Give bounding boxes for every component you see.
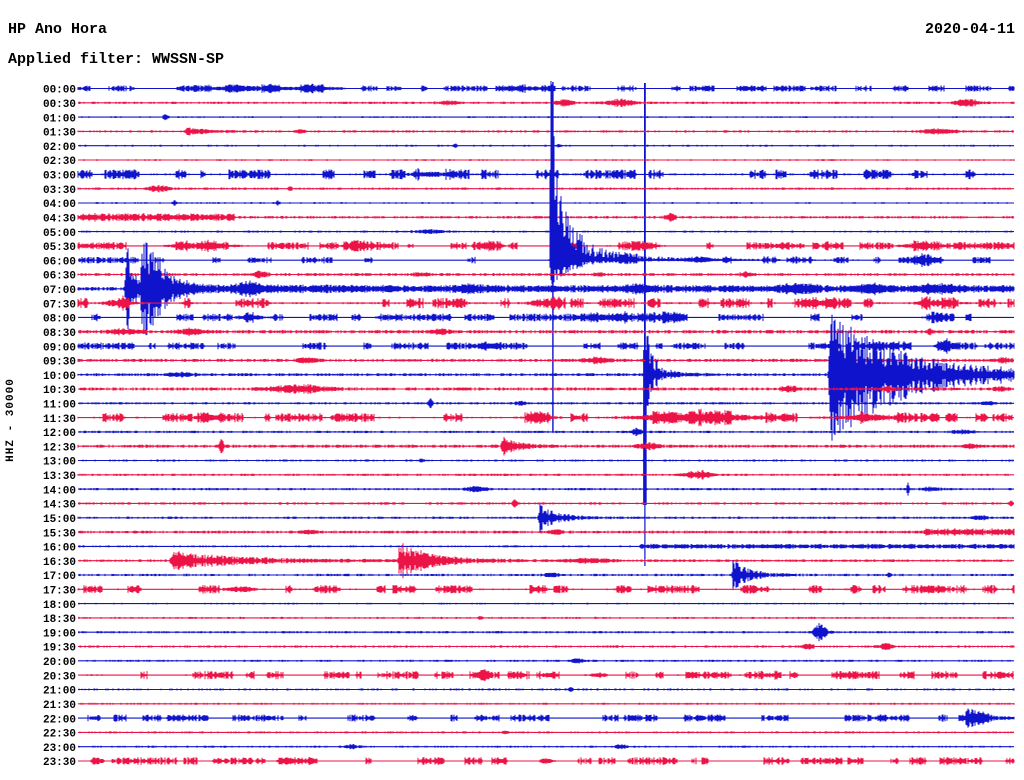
time-label: 02:00: [43, 142, 76, 154]
time-label: 22:30: [43, 729, 76, 741]
time-label: 01:00: [43, 113, 76, 125]
trace-row: [77, 314, 1015, 441]
report-date: 2020-04-11: [924, 21, 1015, 38]
trace-row: [79, 427, 1014, 437]
time-label: 10:00: [43, 371, 76, 383]
time-label: 20:30: [43, 671, 76, 683]
time-label: 02:30: [43, 156, 76, 168]
trace-row: [79, 543, 1012, 579]
time-label: 00:30: [43, 99, 76, 111]
trace-row: [91, 311, 972, 324]
trace-row: [77, 213, 1014, 222]
trace-row: [78, 623, 1013, 642]
trace-row: [80, 702, 1015, 705]
trace-row: [79, 143, 1011, 148]
time-label: 16:00: [43, 543, 76, 555]
time-label: 06:30: [43, 271, 76, 283]
trace-row: [78, 98, 1015, 107]
trace-row: [79, 398, 1012, 409]
time-label: 10:30: [43, 385, 76, 397]
time-label: 18:30: [43, 614, 76, 626]
trace-row: [90, 757, 1015, 765]
trace-row: [87, 708, 1015, 728]
time-label: 22:00: [43, 714, 76, 726]
time-label: 23:30: [43, 757, 76, 769]
time-label: 08:00: [43, 314, 76, 326]
trace-row: [82, 458, 1014, 463]
time-label: 11:30: [43, 414, 76, 426]
time-label: 01:30: [43, 128, 76, 140]
trace-row: [81, 229, 1012, 234]
time-label: 12:30: [43, 442, 76, 454]
trace-row: [77, 584, 1015, 594]
trace-row: [79, 643, 1015, 650]
trace-row: [77, 437, 1015, 456]
trace-row: [78, 560, 1014, 590]
time-label: 19:30: [43, 643, 76, 655]
trace-row: [77, 127, 1014, 136]
time-label: 13:30: [43, 471, 76, 483]
time-label: 05:00: [43, 228, 76, 240]
time-label: 17:00: [43, 571, 76, 583]
trace-row: [79, 482, 1012, 496]
time-label: 12:00: [43, 428, 76, 440]
station-title: HP Ano Hora: [8, 21, 108, 38]
time-label: 21:30: [43, 700, 76, 712]
trace-row: [77, 470, 1009, 480]
trace-row: [77, 83, 1015, 94]
trace-row: [77, 270, 1015, 279]
time-label: 05:30: [43, 242, 76, 254]
time-label: 07:30: [43, 299, 76, 311]
time-label: 14:30: [43, 500, 76, 512]
time-label: 04:30: [43, 214, 76, 226]
time-label: 18:00: [43, 600, 76, 612]
trace-row: [78, 499, 1014, 508]
time-label: 11:00: [43, 400, 76, 412]
trace-row: [77, 239, 1015, 253]
time-label: 04:00: [43, 199, 76, 211]
time-label: 14:00: [43, 485, 76, 497]
trace-row: [95, 200, 1008, 206]
trace-row: [78, 327, 1015, 336]
trace-row: [77, 168, 1005, 181]
trace-row: [79, 384, 1014, 394]
trace-row: [81, 114, 1014, 121]
time-label: 20:00: [43, 657, 76, 669]
time-label: 15:30: [43, 528, 76, 540]
trace-row: [77, 295, 1015, 311]
filter-label: Applied filter: WWSSN-SP: [8, 51, 225, 68]
time-label: 00:00: [43, 85, 76, 97]
trace-row: [86, 669, 1014, 681]
time-label: 07:00: [43, 285, 76, 297]
trace-row: [78, 528, 1015, 536]
channel-label: HHZ - 30000: [5, 378, 17, 462]
trace-row: [78, 616, 1014, 620]
time-label: 16:30: [43, 557, 76, 569]
trace-row: [77, 185, 1011, 193]
trace-row: [78, 687, 1015, 692]
trace-row: [78, 81, 991, 285]
trace-row: [79, 730, 1014, 735]
time-label: 21:00: [43, 686, 76, 698]
trace-row: [77, 503, 1014, 532]
time-label: 19:00: [43, 628, 76, 640]
trace-row: [77, 242, 1015, 336]
trace-row: [78, 602, 1014, 605]
time-label: 15:00: [43, 514, 76, 526]
trace-row: [78, 744, 1011, 750]
time-label: 13:00: [43, 457, 76, 469]
time-label: 09:30: [43, 357, 76, 369]
time-label: 17:30: [43, 586, 76, 598]
time-label: 08:30: [43, 328, 76, 340]
trace-row: [86, 658, 1011, 664]
time-label: 06:00: [43, 256, 76, 268]
time-label: 09:00: [43, 342, 76, 354]
time-label: 03:00: [43, 171, 76, 183]
trace-row: [77, 408, 1013, 427]
trace-row: [83, 159, 1015, 161]
time-label: 23:00: [43, 743, 76, 755]
time-label: 03:30: [43, 185, 76, 197]
trace-row: [78, 543, 1015, 550]
